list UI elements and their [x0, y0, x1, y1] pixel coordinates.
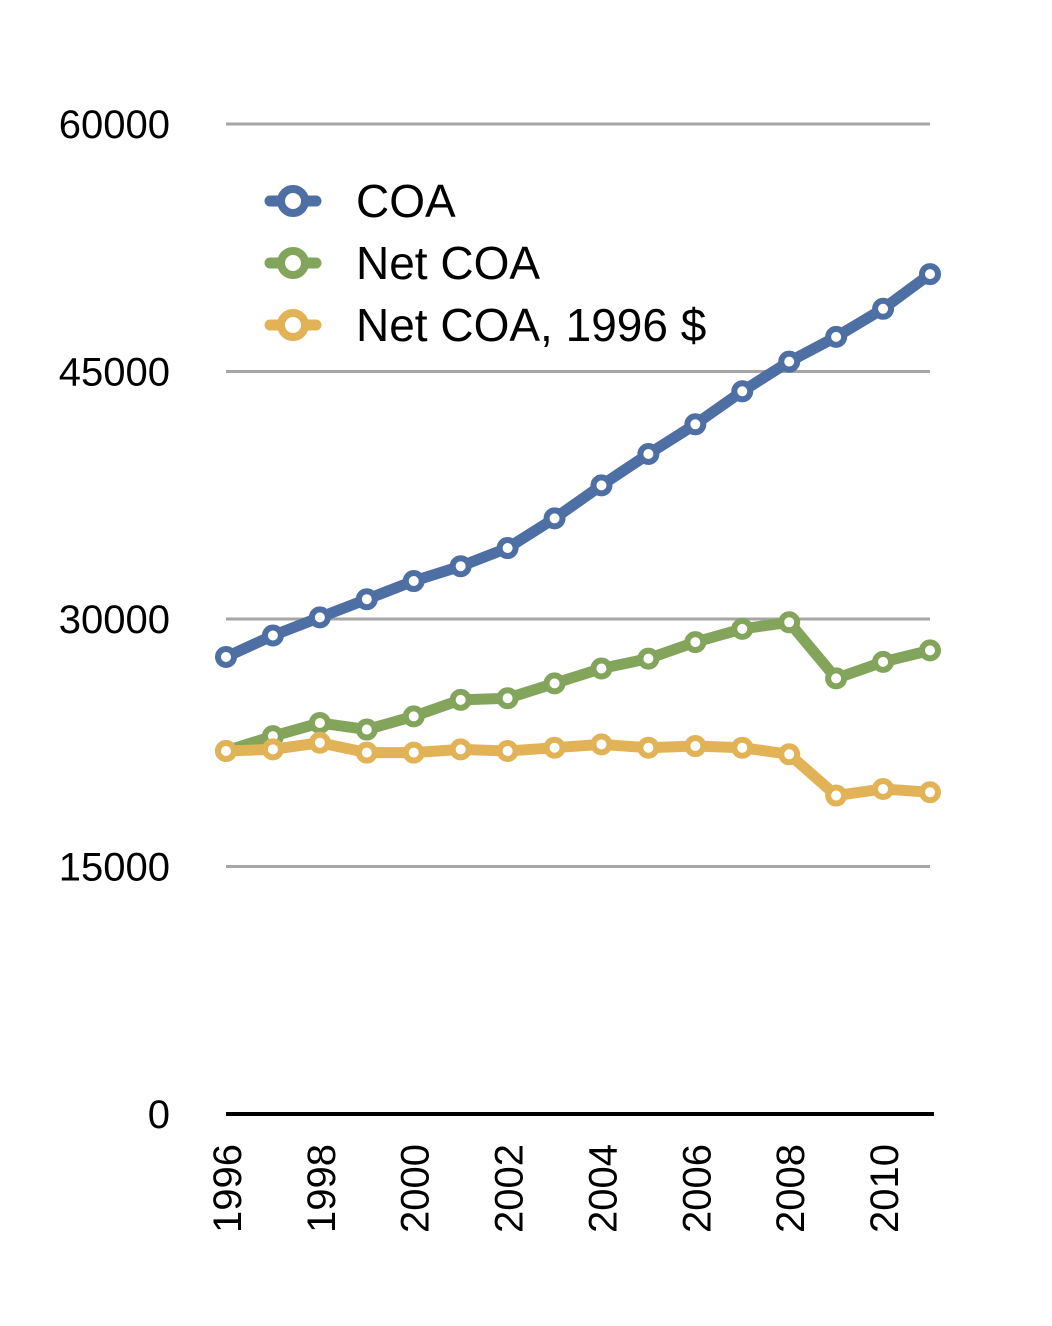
- data-point: [872, 297, 895, 320]
- series-2: [215, 731, 941, 807]
- series-line: [220, 737, 936, 802]
- data-point: [355, 588, 378, 611]
- legend-swatch-marker: [277, 247, 309, 279]
- data-point: [637, 443, 660, 465]
- x-tick-label: 2006: [675, 1144, 719, 1233]
- series-line: [220, 268, 936, 663]
- series-1: [215, 611, 941, 762]
- data-point: [543, 672, 566, 695]
- legend-swatch-marker: [277, 185, 309, 217]
- data-point: [684, 413, 707, 436]
- data-point: [872, 777, 895, 800]
- data-point: [215, 740, 237, 762]
- data-point: [825, 667, 848, 690]
- data-point: [543, 736, 566, 759]
- data-point: [261, 624, 284, 647]
- data-point: [496, 537, 519, 560]
- x-tick-label: 1996: [206, 1144, 250, 1233]
- legend-label: Net COA, 1996 $: [356, 299, 706, 351]
- y-tick-label: 60000: [59, 103, 170, 147]
- data-point: [215, 645, 237, 668]
- data-point: [919, 639, 941, 662]
- data-point: [731, 617, 754, 640]
- x-tick-label: 2002: [488, 1144, 532, 1233]
- y-tick-label: 0: [148, 1093, 170, 1137]
- legend: COA Net COA Net COA, 1996 $: [264, 175, 706, 351]
- x-tick-label: 1998: [300, 1144, 344, 1233]
- data-point: [825, 325, 848, 348]
- data-point: [731, 736, 754, 759]
- y-tick-label: 15000: [59, 846, 170, 890]
- data-point: [590, 733, 613, 756]
- data-point: [637, 736, 660, 759]
- data-point: [496, 687, 519, 710]
- data-point: [261, 738, 284, 761]
- data-point: [590, 474, 613, 497]
- data-point: [449, 738, 472, 761]
- data-point: [919, 781, 941, 804]
- x-tick-label: 2010: [863, 1144, 907, 1233]
- data-point: [778, 611, 801, 634]
- data-point: [355, 718, 378, 741]
- y-tick-label: 30000: [59, 598, 170, 642]
- x-tick-label: 2000: [394, 1144, 438, 1233]
- data-point: [590, 657, 613, 680]
- data-point: [684, 631, 707, 654]
- data-point: [778, 350, 801, 373]
- x-tick-label: 2008: [769, 1144, 813, 1233]
- data-point: [872, 650, 895, 673]
- series-0: [215, 263, 941, 668]
- data-point: [637, 647, 660, 670]
- x-tick-labels: 1996 1998 2000 2002 2004 2006 2008 2010: [206, 1144, 907, 1233]
- gridlines: [226, 122, 930, 868]
- series: [215, 263, 941, 807]
- data-point: [778, 743, 801, 766]
- series-line: [220, 616, 936, 757]
- data-point: [308, 731, 331, 754]
- legend-label: Net COA: [356, 237, 540, 289]
- data-point: [355, 741, 378, 764]
- x-tick-label: 2004: [581, 1144, 625, 1233]
- data-point: [308, 711, 331, 734]
- y-tick-label: 45000: [59, 351, 170, 395]
- legend-entry: Net COA: [264, 237, 540, 289]
- data-point: [496, 740, 519, 762]
- data-point: [543, 507, 566, 530]
- y-tick-labels: 0 15000 30000 45000 60000: [59, 103, 170, 1137]
- legend-entry: Net COA, 1996 $: [264, 299, 706, 351]
- data-point: [449, 555, 472, 578]
- data-point: [402, 570, 425, 593]
- data-point: [308, 606, 331, 629]
- legend-swatch-marker: [277, 309, 309, 341]
- data-point: [731, 380, 754, 403]
- data-point: [919, 263, 941, 286]
- data-point: [825, 784, 848, 807]
- data-point: [684, 735, 707, 758]
- data-point: [449, 688, 472, 711]
- legend-label: COA: [356, 175, 456, 227]
- legend-entry: COA: [264, 175, 456, 227]
- data-point: [402, 741, 425, 764]
- data-point: [402, 705, 425, 728]
